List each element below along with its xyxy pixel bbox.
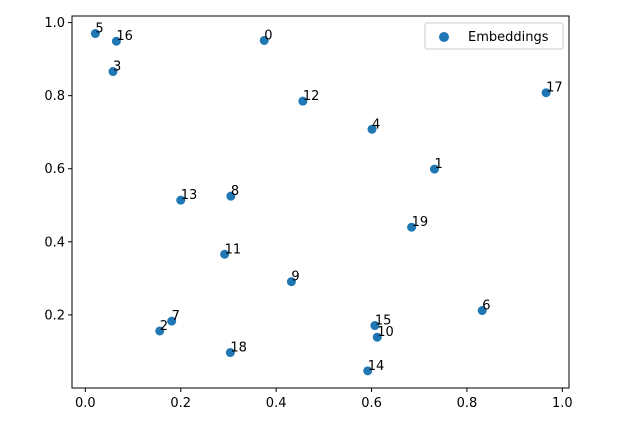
data-point [167, 316, 177, 326]
data-point [226, 191, 236, 201]
point-label: 3 [113, 60, 121, 75]
x-tick-label: 0.4 [266, 396, 287, 411]
x-tick-label: 0.6 [361, 396, 382, 411]
data-point [298, 96, 308, 106]
data-point [477, 306, 487, 316]
data-point [220, 249, 230, 259]
y-tick-label: 0.4 [44, 235, 65, 250]
data-point [372, 332, 382, 342]
point-label: 7 [172, 309, 180, 324]
point-label: 19 [412, 215, 429, 230]
y-axis-ticks: 0.2 0.4 0.6 0.8 1.0 [44, 16, 72, 323]
point-label: 14 [368, 359, 385, 374]
data-point [176, 195, 186, 205]
x-axis-ticks: 0.0 0.2 0.4 0.6 0.8 1.0 [75, 388, 573, 411]
point-label: 4 [372, 117, 380, 132]
y-tick-label: 1.0 [44, 16, 65, 31]
point-label: 18 [230, 341, 247, 356]
x-tick-label: 1.0 [552, 396, 573, 411]
y-tick-label: 0.2 [44, 308, 65, 323]
point-label: 9 [291, 270, 299, 285]
data-point [407, 222, 417, 232]
point-label: 0 [264, 28, 272, 43]
data-point [429, 164, 439, 174]
point-label: 2 [160, 319, 168, 334]
data-point [108, 67, 118, 77]
data-point [541, 88, 551, 98]
x-tick-label: 0.8 [457, 396, 478, 411]
data-point [259, 35, 269, 45]
data-point [90, 29, 100, 39]
x-tick-label: 0.0 [75, 396, 96, 411]
data-point [111, 36, 121, 46]
point-label: 16 [116, 29, 133, 44]
legend-marker [439, 32, 449, 42]
legend-box [424, 22, 564, 50]
point-label: 5 [95, 22, 103, 37]
y-tick-label: 0.8 [44, 89, 65, 104]
data-point [155, 326, 165, 336]
plot-area [71, 15, 570, 389]
y-tick-label: 0.6 [44, 162, 65, 177]
point-label: 17 [546, 81, 563, 96]
point-label: 1 [434, 157, 442, 172]
point-label: 12 [303, 89, 320, 104]
legend-label: Embeddings [468, 30, 549, 45]
data-point [367, 124, 377, 134]
point-label: 6 [482, 299, 490, 314]
legend: Embeddings [424, 22, 564, 50]
data-point [286, 277, 296, 287]
data-point [363, 366, 373, 376]
data-points [90, 29, 551, 376]
point-label: 10 [377, 325, 394, 340]
x-tick-label: 0.2 [170, 396, 191, 411]
data-point [370, 321, 380, 331]
point-label: 11 [225, 242, 242, 257]
point-label: 8 [231, 184, 239, 199]
data-point [225, 348, 235, 358]
point-label: 13 [181, 188, 198, 203]
point-label: 15 [375, 314, 392, 329]
